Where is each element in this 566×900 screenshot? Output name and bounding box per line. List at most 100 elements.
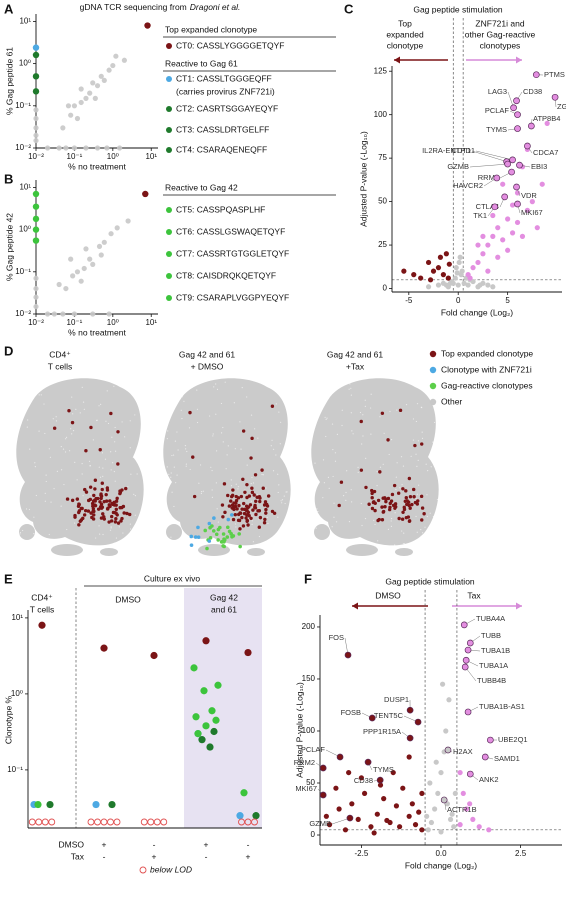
point: [342, 827, 349, 833]
umap-speck: [49, 456, 52, 458]
point: [544, 120, 550, 126]
labeled-point: [344, 651, 352, 659]
point: [70, 273, 76, 279]
point: [424, 813, 430, 819]
umap-title: +Tax: [346, 361, 365, 371]
umap-cell: [225, 525, 230, 530]
lod-point: [28, 818, 36, 826]
condition-sign: +: [204, 839, 209, 849]
umap-cell: [266, 494, 271, 498]
umap-cell: [367, 502, 371, 506]
direction-label: clonotype: [387, 40, 424, 50]
y-tick-label: 10⁻²: [15, 143, 31, 152]
umap-speck: [216, 508, 218, 510]
umap-speck: [99, 533, 101, 535]
umap-speck: [318, 481, 320, 483]
umap-cell: [241, 477, 245, 481]
umap-speck: [325, 418, 327, 420]
umap-cell: [240, 507, 244, 511]
umap-cell: [230, 493, 235, 498]
umap-cell: [84, 490, 89, 494]
y-tick-label: 75: [378, 153, 387, 162]
umap-speck: [422, 381, 424, 384]
point: [432, 806, 438, 812]
umap-speck: [103, 509, 105, 511]
point: [451, 824, 457, 830]
umap-cell: [381, 496, 385, 500]
umap-speck: [330, 394, 332, 396]
umap-cloud: [395, 548, 413, 556]
umap-cell: [258, 499, 262, 504]
umap-speck: [177, 449, 179, 451]
lod-point: [140, 818, 148, 826]
y-axis-label: % Gag peptide 42: [4, 213, 14, 281]
umap-cell: [235, 507, 239, 511]
point: [108, 231, 114, 237]
umap-speck: [436, 520, 438, 522]
legend-swatch: [166, 106, 172, 112]
point: [384, 817, 390, 824]
umap-cell: [397, 516, 401, 521]
umap-cell: [254, 499, 258, 503]
umap-speck: [230, 479, 232, 481]
umap-speck: [256, 494, 259, 496]
umap-cell: [212, 516, 216, 520]
point: [106, 67, 112, 73]
umap-speck: [50, 501, 52, 503]
labeled-point: [406, 706, 414, 714]
umap-cell: [96, 507, 101, 511]
umap-speck: [62, 448, 65, 450]
umap-speck: [166, 466, 168, 468]
umap-speck: [332, 475, 334, 478]
gene-label: MKI67: [521, 208, 543, 217]
point: [65, 103, 72, 109]
umap-title: T cells: [48, 361, 72, 371]
umap-speck: [64, 451, 67, 453]
umap-cell: [245, 509, 249, 513]
umap-cell: [377, 517, 381, 522]
gene-label: IL2RA-ENTPD1: [422, 146, 475, 155]
umap-title: Gag 42 and 61: [179, 349, 236, 359]
umap-speck: [198, 482, 200, 484]
umap-speck: [276, 389, 278, 392]
point: [71, 311, 78, 317]
gene-label: PTMS: [544, 70, 565, 79]
y-tick-label: 50: [378, 197, 387, 206]
umap-cell: [229, 499, 233, 503]
point: [68, 256, 74, 262]
umap-cell: [232, 507, 236, 512]
umap-cell: [232, 501, 236, 505]
clonotype-point: [32, 203, 40, 210]
point: [68, 112, 74, 118]
umap-speck: [173, 505, 175, 508]
umap-speck: [430, 466, 432, 468]
point: [443, 251, 449, 257]
umap-speck: [143, 451, 145, 453]
umap-speck: [200, 492, 202, 495]
umap-speck: [90, 493, 92, 495]
labeled-point: [460, 621, 468, 629]
point: [71, 145, 78, 151]
labeled-point: [319, 764, 327, 772]
point: [529, 199, 535, 205]
umap-speck: [83, 408, 85, 410]
umap-speck: [432, 441, 434, 443]
umap-cell: [107, 520, 111, 524]
point: [524, 207, 531, 213]
labeled-point: [513, 183, 520, 191]
umap-speck: [279, 443, 281, 445]
umap-speck: [26, 426, 28, 428]
point: [358, 775, 364, 781]
umap-cell: [78, 519, 83, 523]
clonotype-point: [202, 722, 210, 730]
legend-label: CT0: CASSLYGGGGETQYF: [176, 40, 284, 50]
umap-cell: [384, 499, 388, 504]
umap-cell: [396, 491, 401, 495]
umap-cell: [257, 509, 262, 513]
lod-point: [94, 818, 101, 826]
umap-speck: [102, 533, 104, 536]
umap-cell: [118, 489, 122, 493]
umap-cell: [203, 528, 208, 533]
umap-cell: [101, 512, 105, 516]
lod-point: [87, 818, 95, 826]
